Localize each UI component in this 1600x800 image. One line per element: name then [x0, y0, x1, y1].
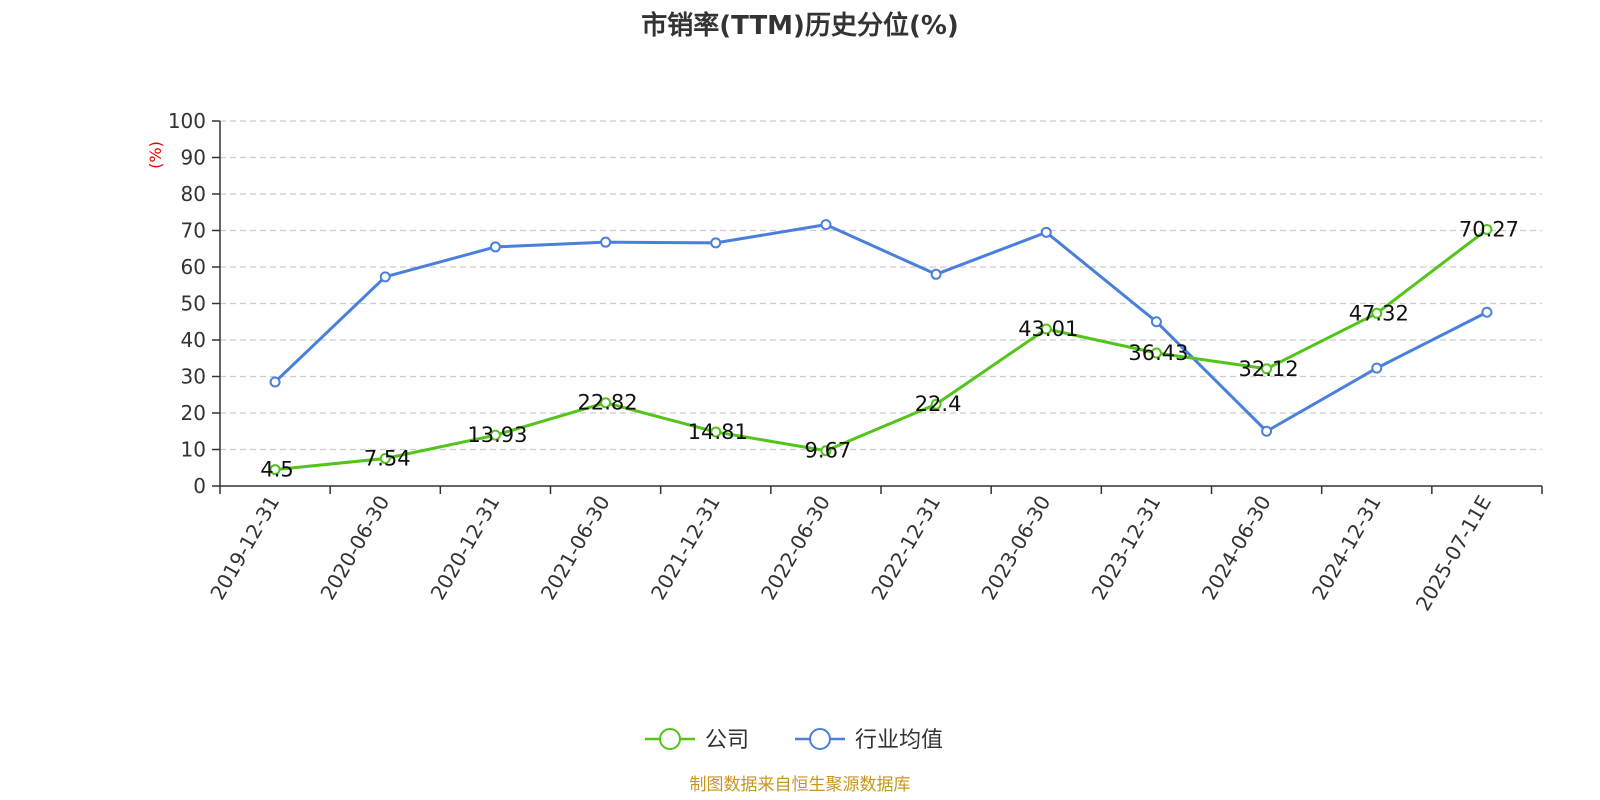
chart-title: 市销率(TTM)历史分位(%)	[641, 10, 959, 41]
x-tick-label: 2023-06-30	[976, 491, 1055, 604]
data-label: 9.67	[805, 439, 852, 463]
grid-lines	[220, 120, 1542, 451]
y-tick-label: 0	[193, 474, 206, 498]
data-label: 22.82	[578, 391, 638, 415]
data-point[interactable]	[600, 236, 612, 248]
data-point[interactable]	[1040, 323, 1052, 335]
data-point[interactable]	[489, 241, 501, 253]
data-point[interactable]	[1150, 316, 1162, 328]
x-tick-label: 2022-06-30	[756, 491, 835, 604]
data-point[interactable]	[820, 219, 832, 231]
y-tick-label: 40	[181, 328, 206, 352]
series-line-1	[274, 223, 1488, 433]
x-tick-label: 2025-07-11E	[1411, 491, 1496, 615]
data-point[interactable]	[710, 237, 722, 249]
x-tick-label: 2023-12-31	[1087, 491, 1166, 604]
x-tick-label: 2020-06-30	[315, 491, 394, 604]
x-tick-label: 2021-12-31	[646, 491, 725, 604]
data-point[interactable]	[1481, 306, 1493, 318]
data-point[interactable]	[1261, 363, 1273, 375]
data-label: 13.93	[467, 423, 527, 447]
data-point[interactable]	[710, 426, 722, 438]
legend-label: 公司	[705, 728, 749, 753]
y-tick-label: 100	[168, 109, 206, 133]
data-point[interactable]	[1261, 425, 1273, 437]
x-tick-label: 2024-06-30	[1197, 491, 1276, 604]
legend-item-0[interactable]: 公司	[645, 728, 749, 753]
data-point[interactable]	[930, 398, 942, 410]
y-tick-label: 70	[181, 219, 206, 243]
data-point[interactable]	[269, 464, 281, 476]
data-label: 36.43	[1128, 341, 1188, 365]
x-tick-label: 2021-06-30	[536, 491, 615, 604]
x-axis-ticks: 2019-12-31 2020-06-30 2020-12-31 2021-06-30…	[205, 486, 1543, 615]
data-label: 47.32	[1349, 301, 1409, 325]
x-tick-label: 2020-12-31	[426, 491, 505, 604]
data-point[interactable]	[1371, 362, 1383, 374]
legend[interactable]: 公司 行业均值	[645, 728, 943, 753]
data-point[interactable]	[1371, 307, 1383, 319]
data-label: 14.81	[688, 420, 748, 444]
legend-label: 行业均值	[855, 728, 943, 753]
data-label: 32.12	[1239, 357, 1299, 381]
data-point[interactable]	[820, 445, 832, 457]
legend-marker-icon	[659, 728, 681, 750]
y-axis-label: (%)	[146, 141, 165, 169]
data-label: 4.5	[260, 458, 293, 482]
series-line-0	[274, 228, 1488, 472]
data-label: 43.01	[1018, 317, 1078, 341]
data-point[interactable]	[379, 271, 391, 283]
x-tick-label: 2022-12-31	[866, 491, 945, 604]
x-tick-label: 2019-12-31	[205, 491, 284, 604]
legend-marker-icon	[809, 728, 831, 750]
y-tick-label: 60	[181, 255, 206, 279]
data-point[interactable]	[1150, 347, 1162, 359]
data-label: 22.4	[915, 392, 962, 416]
data-point[interactable]	[269, 376, 281, 388]
y-tick-label: 10	[181, 438, 206, 462]
y-tick-label: 80	[181, 182, 206, 206]
data-point[interactable]	[1481, 224, 1493, 236]
data-point[interactable]	[379, 452, 391, 464]
data-label: 70.27	[1459, 218, 1519, 242]
data-point[interactable]	[600, 397, 612, 409]
y-tick-label: 50	[181, 292, 206, 316]
source-note: 制图数据来自恒生聚源数据库	[690, 775, 911, 795]
data-point[interactable]	[1040, 226, 1052, 238]
data-point[interactable]	[489, 429, 501, 441]
data-point[interactable]	[930, 268, 942, 280]
series-layer	[269, 219, 1493, 476]
y-tick-label: 20	[181, 401, 206, 425]
y-tick-label: 90	[181, 146, 206, 170]
legend-item-1[interactable]: 行业均值	[795, 728, 943, 753]
data-labels: 4.5 7.54 13.93 22.82 14.81 9.67 22.4 43.01 36.43…	[260, 218, 1519, 482]
y-axis-ticks: 0 10 20 30 40 50 60 70 80 90 100	[168, 109, 220, 498]
data-label: 7.54	[364, 446, 411, 470]
y-tick-label: 30	[181, 365, 206, 389]
x-tick-label: 2024-12-31	[1307, 491, 1386, 604]
